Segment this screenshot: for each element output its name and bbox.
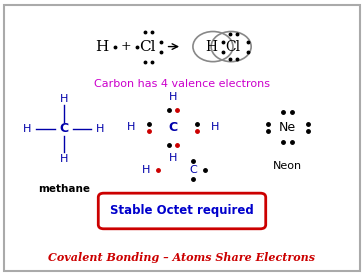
Text: +: +	[120, 40, 131, 53]
Text: H: H	[127, 122, 135, 132]
Text: H: H	[23, 124, 32, 134]
Text: C: C	[59, 122, 68, 135]
Text: methane: methane	[38, 184, 90, 194]
Text: Carbon has 4 valence electrons: Carbon has 4 valence electrons	[94, 79, 270, 89]
FancyBboxPatch shape	[98, 193, 266, 229]
Text: H: H	[205, 39, 217, 54]
Text: Covalent Bonding – Atoms Share Electrons: Covalent Bonding – Atoms Share Electrons	[48, 252, 316, 263]
Text: Cl: Cl	[139, 39, 156, 54]
Text: C: C	[168, 121, 178, 134]
Text: H: H	[59, 154, 68, 164]
Text: H: H	[210, 122, 219, 132]
Text: Ne: Ne	[279, 121, 296, 134]
Text: H: H	[141, 165, 150, 175]
Text: C: C	[189, 165, 197, 175]
Text: Cl: Cl	[225, 39, 241, 54]
Text: H: H	[96, 124, 104, 134]
Text: H: H	[59, 94, 68, 104]
Text: Stable Octet required: Stable Octet required	[110, 204, 254, 218]
Text: Neon: Neon	[273, 161, 302, 171]
Text: H: H	[95, 39, 108, 54]
Text: H: H	[169, 92, 177, 102]
Text: H: H	[169, 153, 177, 162]
